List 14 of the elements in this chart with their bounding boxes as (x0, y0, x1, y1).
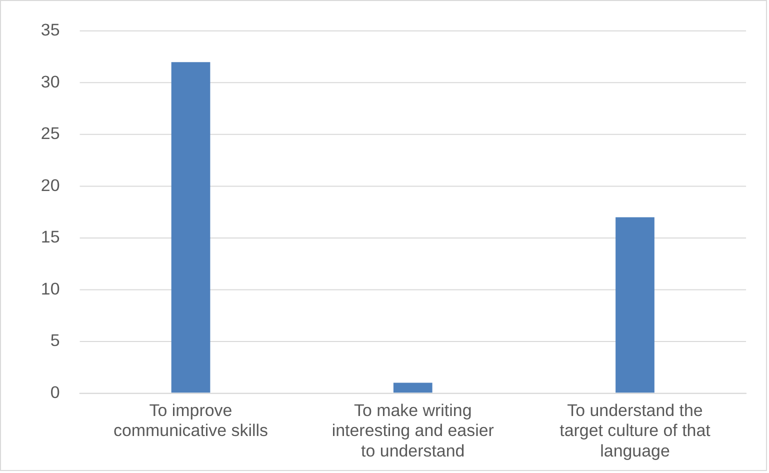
y-tick-label: 35 (40, 20, 60, 40)
y-tick-label: 20 (40, 176, 60, 195)
y-tick-label: 30 (40, 72, 60, 92)
x-tick-label: To improve communicative skills (114, 400, 268, 440)
bar (616, 217, 654, 393)
y-tick-label: 0 (50, 382, 60, 402)
y-tick-label: 15 (40, 228, 60, 247)
bar (393, 382, 432, 393)
bar (171, 62, 210, 393)
y-tick-label: 10 (40, 279, 60, 298)
x-tick-label: To make writing interesting and easier to understand (332, 400, 494, 461)
x-tick-label: To understand the target culture of that language (560, 400, 711, 461)
y-tick-label: 25 (40, 124, 60, 144)
y-tick-label: 5 (50, 331, 60, 350)
